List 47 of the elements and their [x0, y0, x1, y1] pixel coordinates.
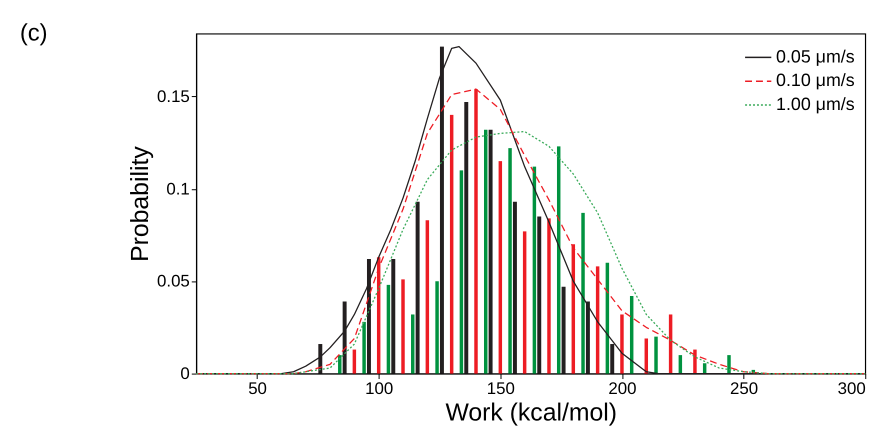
- x-tick-label: 150: [486, 378, 515, 398]
- bar: [460, 170, 464, 374]
- x-tick-label: 200: [608, 378, 636, 398]
- bar: [464, 102, 468, 374]
- bar: [498, 161, 502, 374]
- y-tick-label: 0.05: [157, 272, 190, 291]
- bar: [391, 259, 396, 374]
- x-tick-label: 300: [838, 378, 866, 398]
- bar: [556, 146, 560, 374]
- y-tick-label: 0.1: [166, 179, 190, 198]
- bar: [620, 314, 624, 374]
- x-axis-title: Work (kcal/mol): [445, 400, 618, 427]
- bar: [606, 262, 610, 374]
- bar: [644, 338, 648, 374]
- bar: [484, 130, 488, 374]
- bar: [702, 363, 706, 374]
- legend-label: 1.00 μm/s: [776, 94, 855, 114]
- bar: [411, 314, 414, 374]
- bar: [562, 286, 566, 374]
- bar: [450, 114, 454, 374]
- y-tick-label: 0.15: [157, 86, 190, 106]
- bar: [547, 218, 551, 374]
- bar: [416, 202, 420, 374]
- bar: [581, 212, 585, 374]
- bar: [426, 220, 430, 374]
- legend-label: 0.10 μm/s: [776, 70, 855, 90]
- bar: [512, 202, 517, 374]
- bar: [338, 355, 342, 374]
- bar: [386, 284, 390, 374]
- x-tick-label: 50: [248, 378, 267, 398]
- bar: [630, 296, 634, 374]
- bar: [401, 279, 405, 374]
- y-axis-title: Probability: [127, 146, 154, 262]
- bar: [488, 130, 493, 374]
- bar: [522, 231, 526, 374]
- bar: [362, 322, 366, 374]
- bar: [654, 336, 658, 374]
- bar: [435, 281, 439, 374]
- chart-title: (c): [20, 20, 48, 47]
- bar: [532, 166, 536, 374]
- x-tick-label: 100: [365, 378, 394, 398]
- x-tick-label: 250: [730, 378, 758, 398]
- bar: [678, 355, 682, 374]
- bar: [352, 350, 356, 374]
- y-tick-label: 0: [180, 364, 190, 384]
- legend-label: 0.05 μm/s: [776, 46, 855, 66]
- bar: [508, 148, 512, 374]
